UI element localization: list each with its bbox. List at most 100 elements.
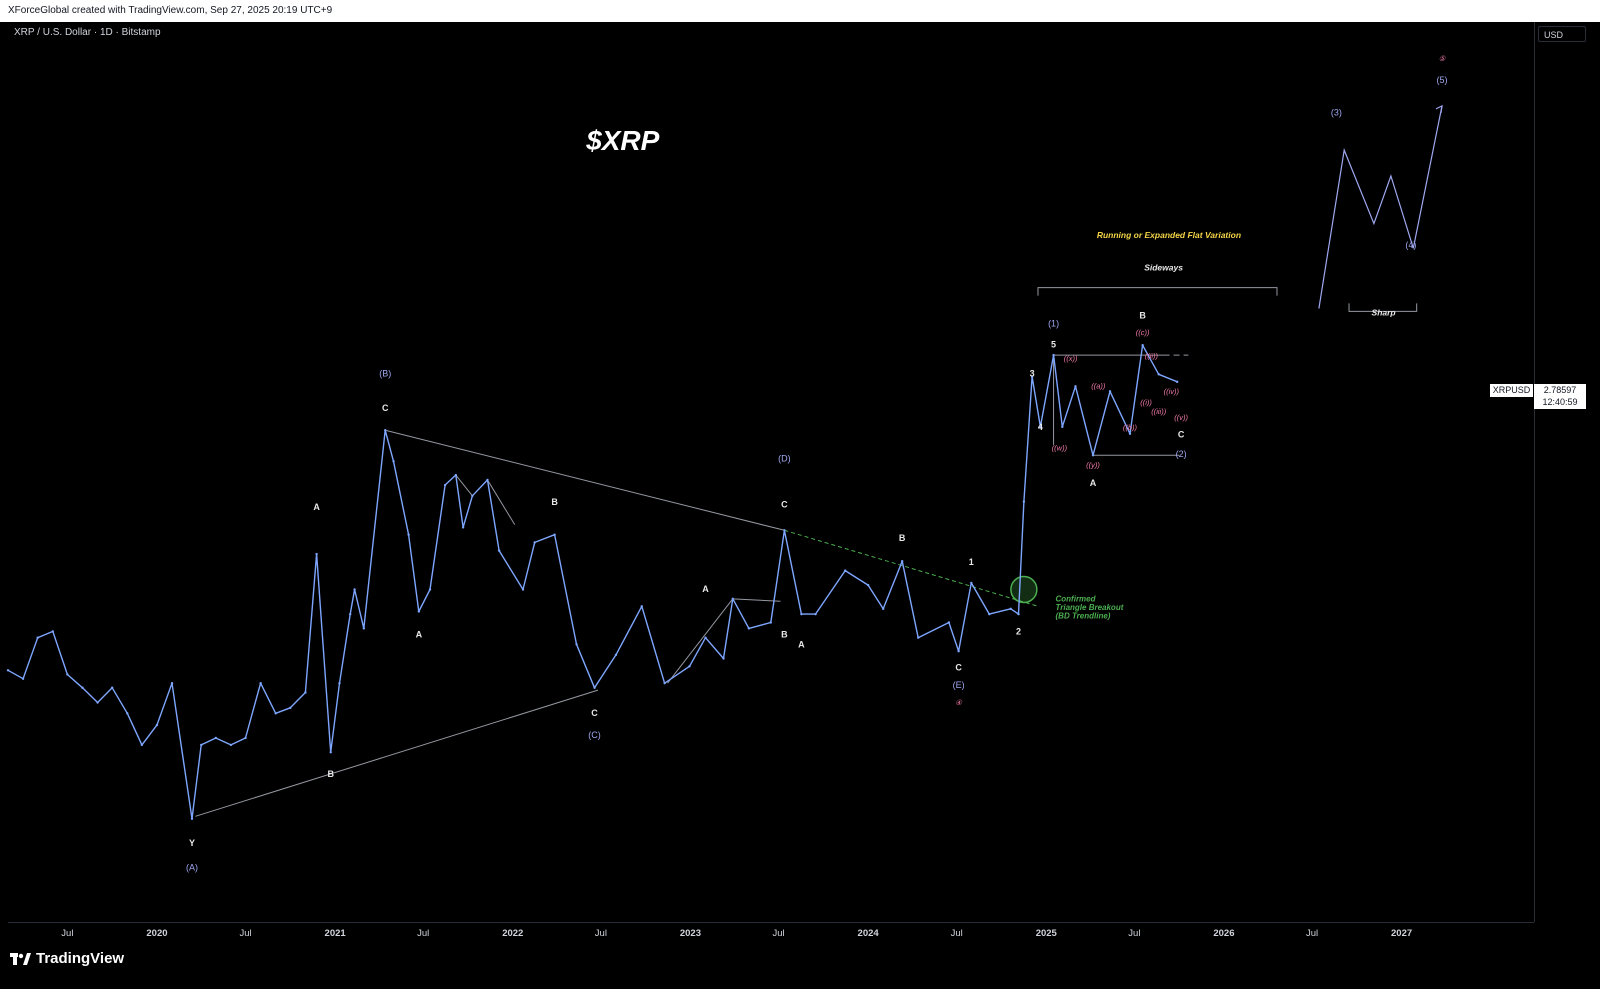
price-point <box>126 712 129 715</box>
price-point <box>304 691 307 694</box>
price-axis[interactable] <box>1534 22 1600 922</box>
breakout-note: Confirmed <box>1056 594 1097 603</box>
price-point <box>783 529 786 532</box>
bar-countdown: 12:40:59 <box>1534 396 1586 409</box>
price-point <box>21 677 25 680</box>
time-tick-label: 2027 <box>1391 928 1412 939</box>
last-price-label: 2.78597 <box>1534 384 1586 397</box>
wave-label: C <box>781 500 788 510</box>
price-point <box>66 673 69 676</box>
chart-pane[interactable] <box>8 22 1534 942</box>
wave-label: B <box>551 497 558 507</box>
wave-label: (A) <box>186 863 198 873</box>
price-point <box>881 607 885 611</box>
price-point <box>51 630 54 633</box>
brand-name: TradingView <box>36 950 125 967</box>
wave-label: 2 <box>1016 627 1021 637</box>
time-axis[interactable] <box>8 922 1534 943</box>
time-tick-label: Jul <box>61 928 73 939</box>
price-point <box>917 636 920 639</box>
time-tick-label: Jul <box>417 928 429 939</box>
flag-upper-trendline <box>732 598 781 602</box>
price-point <box>866 583 870 587</box>
time-tick-label: 2021 <box>325 928 347 939</box>
price-point <box>1022 500 1026 503</box>
wave-label: ⑤ <box>1439 54 1447 63</box>
wave-label: C <box>591 708 598 718</box>
wave-label: C <box>955 662 962 672</box>
price-point <box>497 549 501 552</box>
price-point <box>214 736 218 740</box>
price-series <box>6 343 1179 820</box>
wave-label: ((v)) <box>1174 413 1188 422</box>
breakout-note: (BD Trendline) <box>1056 611 1111 620</box>
price-point <box>259 681 262 685</box>
price-point <box>200 743 203 747</box>
tradingview-logo[interactable]: TradingView <box>10 950 124 967</box>
price-point <box>486 478 489 482</box>
wave-label: ((x)) <box>1064 354 1078 363</box>
wave-label: A <box>313 502 320 512</box>
time-tick-label: 2022 <box>502 928 523 939</box>
wave-label: (1) <box>1048 319 1059 329</box>
wave-label: A <box>1090 478 1097 488</box>
price-point <box>957 650 960 653</box>
triangle-upper-trendline <box>385 429 785 531</box>
price-point <box>900 559 904 563</box>
price-point <box>6 669 10 672</box>
time-tick-label: 2025 <box>1036 928 1058 939</box>
price-point <box>417 610 421 613</box>
breakdown-trendline <box>784 529 1039 607</box>
time-tick-label: Jul <box>595 928 607 939</box>
footer <box>0 944 1600 989</box>
price-point <box>614 653 618 657</box>
price-point <box>1017 612 1020 616</box>
price-point <box>814 612 817 616</box>
price-point <box>170 681 174 685</box>
wave-label: ((w)) <box>1052 443 1068 452</box>
wave-label: C <box>382 403 389 413</box>
price-point <box>970 581 973 585</box>
price-point <box>1176 380 1179 384</box>
breakout-circle <box>1010 575 1038 604</box>
price-point <box>1141 343 1144 347</box>
time-tick-label: Jul <box>951 928 963 939</box>
price-point <box>593 686 596 689</box>
price-point <box>329 751 332 754</box>
price-point <box>1030 375 1034 378</box>
price-point <box>640 605 643 608</box>
wave-label: ((y)) <box>1086 461 1100 470</box>
price-line <box>7 344 1178 820</box>
price-point <box>274 712 277 715</box>
wave-b-trendline-2 <box>487 479 516 525</box>
price-point <box>289 706 292 710</box>
wave-label: B <box>899 533 906 543</box>
wave-label: (B) <box>379 369 391 379</box>
price-point <box>229 743 233 747</box>
price-point <box>1157 373 1160 376</box>
time-tick-label: 2020 <box>146 928 167 939</box>
price-point <box>704 636 707 639</box>
wave-label: (2) <box>1176 449 1187 459</box>
breakout-note: Triangle Breakout <box>1056 603 1124 612</box>
flat-variation-note: Running or Expanded Flat Variation <box>1097 230 1241 240</box>
price-point <box>575 643 578 646</box>
flag-lower-trendline <box>667 598 734 684</box>
wave-label: ((a)) <box>1091 381 1106 390</box>
projection-path <box>1318 105 1443 309</box>
wave-label: B <box>781 630 788 640</box>
wave-label: ((ii)) <box>1145 351 1159 360</box>
price-point <box>533 541 536 544</box>
price-point <box>348 612 352 616</box>
wave-label: ((b)) <box>1123 423 1138 432</box>
symbol-title[interactable]: XRP / U.S. Dollar · 1D · Bitstamp <box>14 27 161 38</box>
price-point <box>1091 454 1095 457</box>
wave-labels: (A)YAB(B)CABC(C)A(D)CBABC(E)④1234(1)5((w… <box>186 54 1448 873</box>
currency-badge[interactable]: USD <box>1538 26 1586 42</box>
wave-label: ((iv)) <box>1164 387 1180 396</box>
price-point <box>384 429 387 432</box>
wave-b-trendline <box>455 474 473 497</box>
sharp-note: Sharp <box>1372 308 1396 318</box>
price-point <box>443 483 447 487</box>
